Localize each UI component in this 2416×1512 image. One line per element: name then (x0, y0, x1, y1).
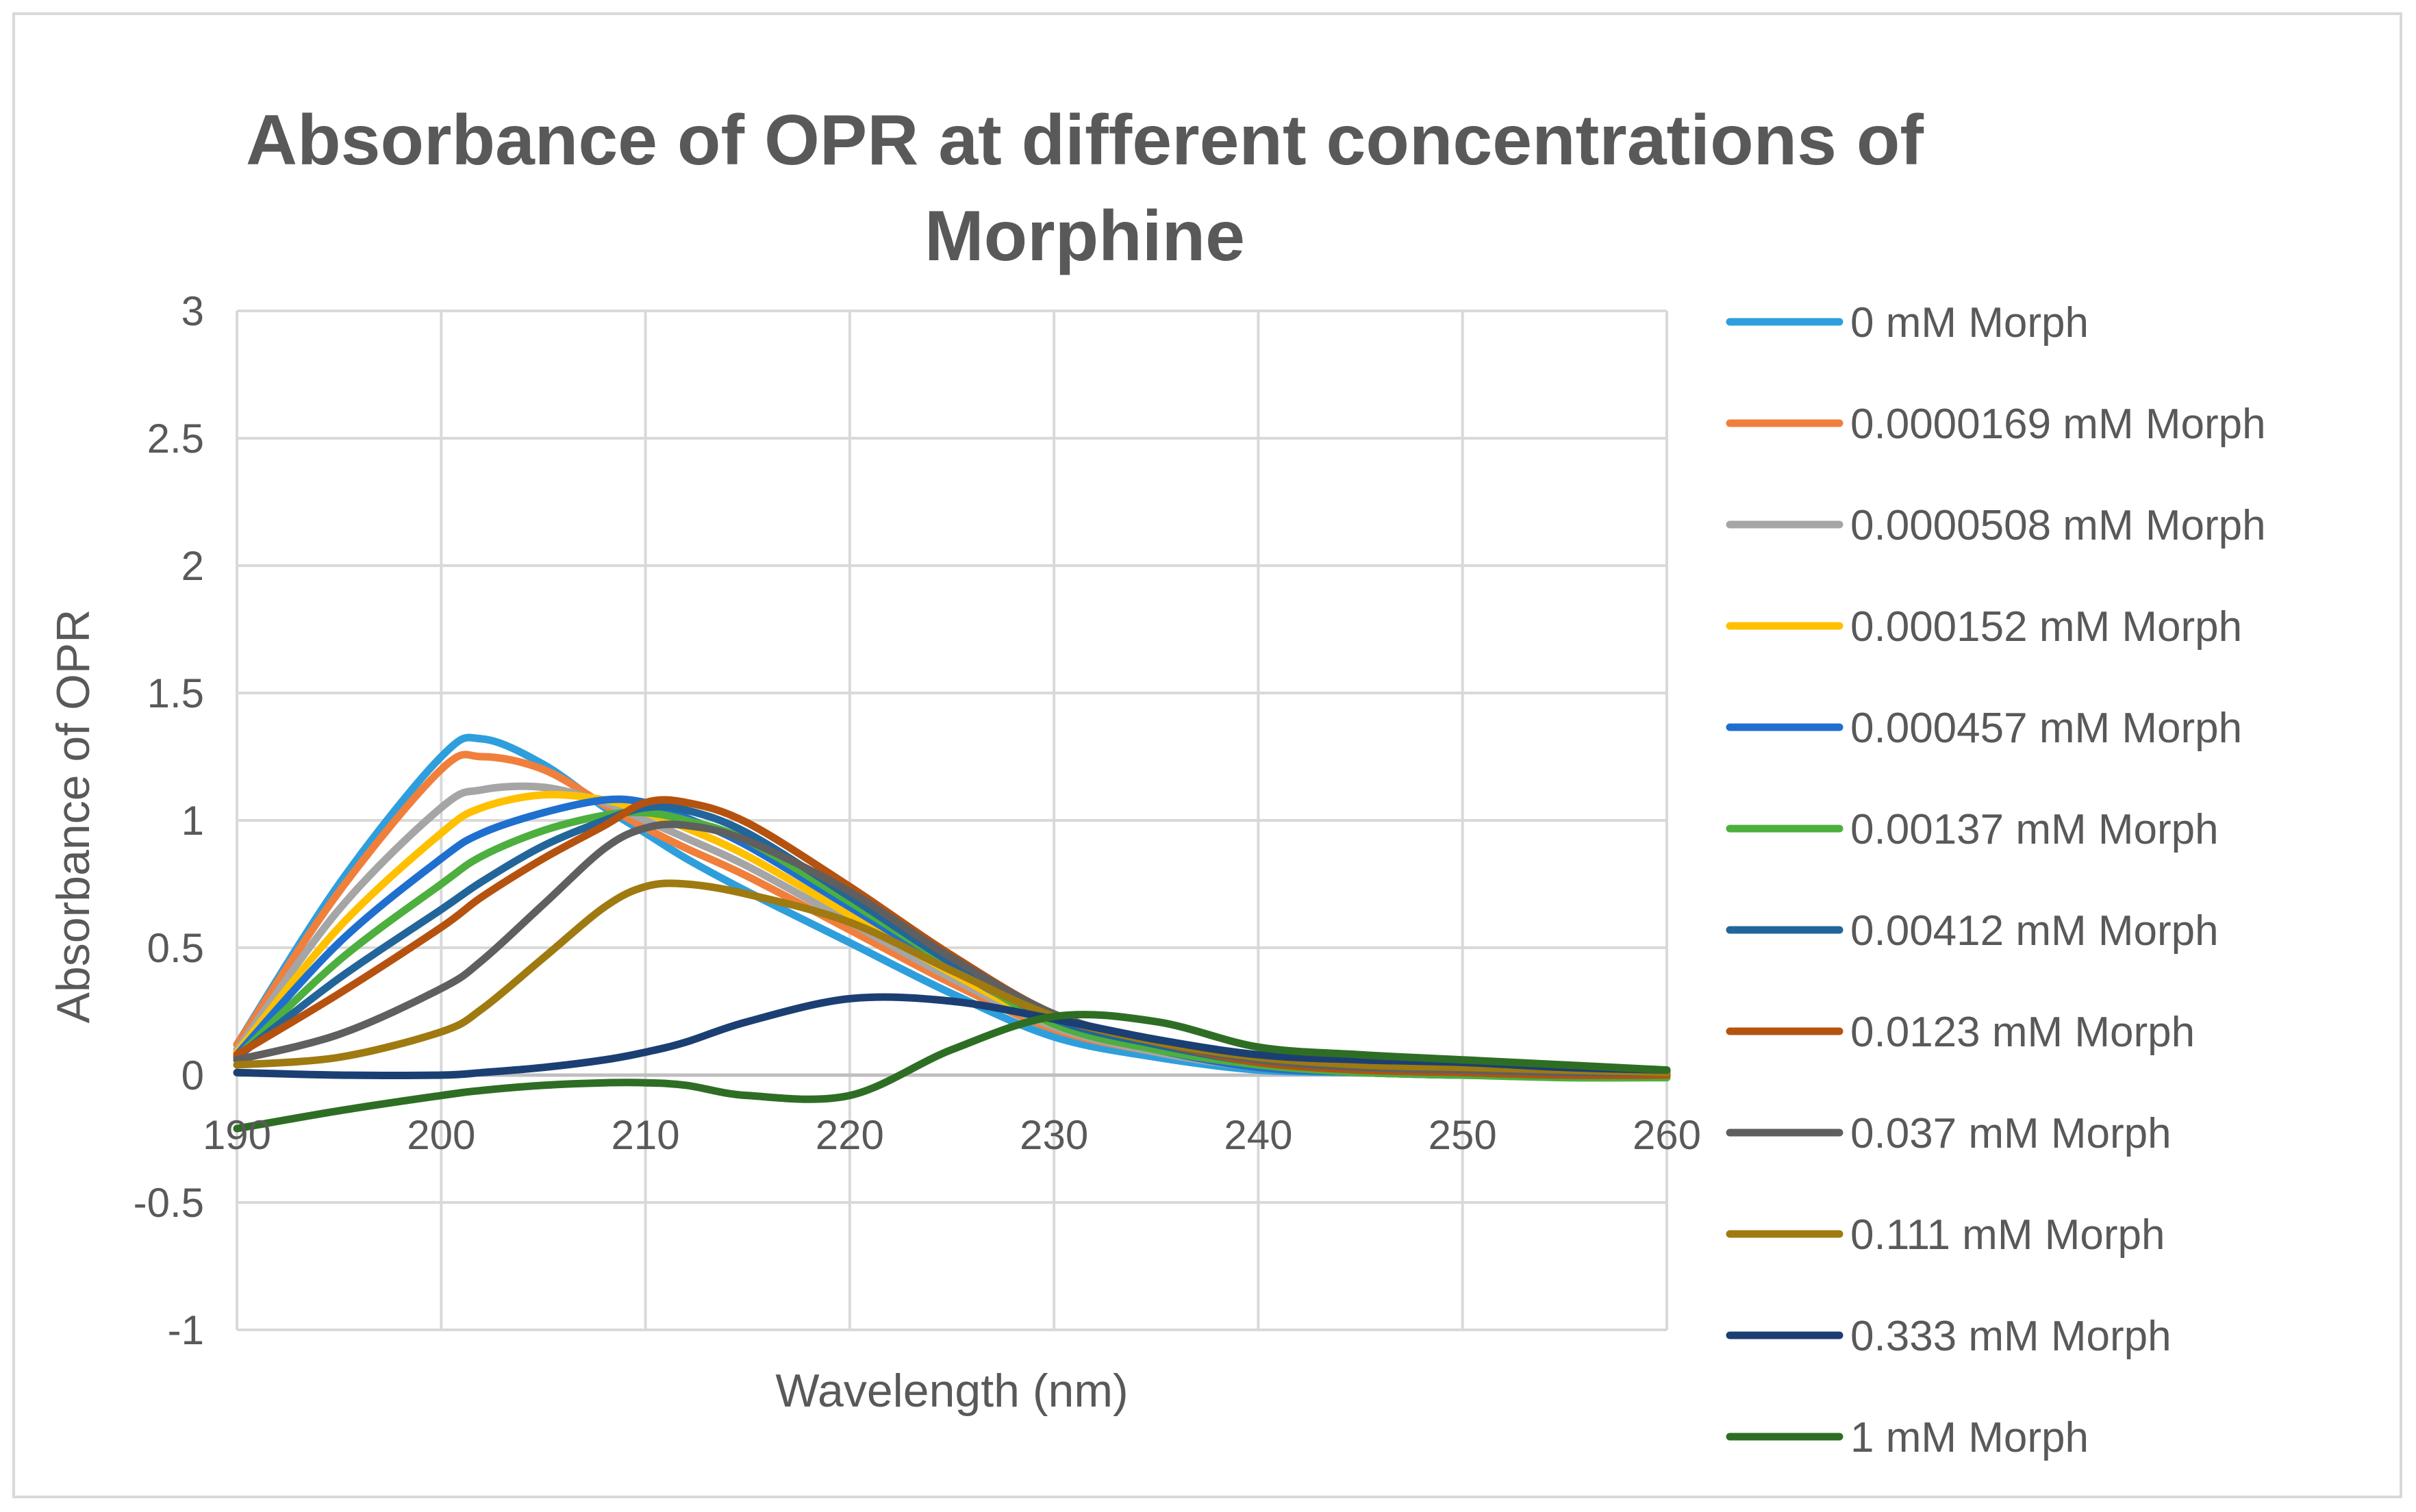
y-tick-label: 3 (181, 288, 204, 334)
tick-labels: 190 200 210 220 230 240 250 260 3 2.5 2 1.5 1 0.5 0 -0.… (134, 288, 1701, 1353)
legend-label-3: 0.000152 mM Morph (1850, 603, 2242, 651)
y-tick-label: 2.5 (147, 416, 204, 462)
x-tick-label: 230 (1020, 1112, 1088, 1158)
y-tick-label: 0.5 (147, 925, 204, 971)
x-tick-label: 220 (816, 1112, 884, 1158)
legend-label-10: 0.333 mM Morph (1850, 1313, 2172, 1360)
legend: 0 mM Morph 0.0000169 mM Morph 0.0000508 mM… (1726, 299, 2266, 1461)
y-tick-label: 1.5 (147, 670, 204, 716)
gridlines (236, 310, 1668, 1331)
legend-label-6: 0.00412 mM Morph (1850, 907, 2219, 955)
y-tick-label: 2 (181, 543, 204, 589)
y-tick-label: -0.5 (134, 1180, 204, 1226)
legend-label-1: 0.0000169 mM Morph (1850, 401, 2266, 448)
series-line-11 (233, 1011, 1671, 1133)
legend-label-4: 0.000457 mM Morph (1850, 705, 2242, 752)
x-tick-label: 200 (407, 1112, 475, 1158)
legend-label-2: 0.0000508 mM Morph (1850, 502, 2266, 549)
x-tick-label: 190 (203, 1112, 271, 1158)
series-lines (233, 733, 1671, 1133)
x-tick-label: 260 (1633, 1112, 1701, 1158)
legend-label-11: 1 mM Morph (1850, 1414, 2089, 1461)
legend-label-9: 0.111 mM Morph (1850, 1211, 2165, 1259)
x-tick-label: 240 (1224, 1112, 1292, 1158)
series-line-4 (233, 795, 1671, 1079)
series-line-7 (233, 796, 1671, 1079)
y-axis-title: Absorbance of OPR (47, 609, 99, 1024)
chart-title-line-1: Absorbance of OPR at different concentra… (246, 101, 1924, 180)
chart: Absorbance of OPR at different concentra… (47, 101, 2266, 1461)
chart-title-line-2: Morphine (924, 197, 1245, 276)
series-line-10 (233, 993, 1671, 1079)
y-tick-label: 0 (181, 1053, 204, 1098)
legend-label-5: 0.00137 mM Morph (1850, 806, 2219, 853)
x-tick-label: 250 (1429, 1112, 1497, 1158)
legend-label-8: 0.037 mM Morph (1850, 1110, 2172, 1157)
chart-frame: Absorbance of OPR at different concentra… (12, 12, 2402, 1498)
legend-label-7: 0.0123 mM Morph (1850, 1009, 2195, 1056)
y-tick-label: 1 (181, 798, 204, 844)
x-tick-label: 210 (612, 1112, 680, 1158)
series-line-9 (233, 879, 1671, 1076)
legend-label-0: 0 mM Morph (1850, 299, 2089, 346)
x-axis-title: Wavelength (nm) (775, 1365, 1128, 1417)
y-tick-label: -1 (168, 1307, 204, 1353)
series-line-3 (233, 790, 1671, 1079)
